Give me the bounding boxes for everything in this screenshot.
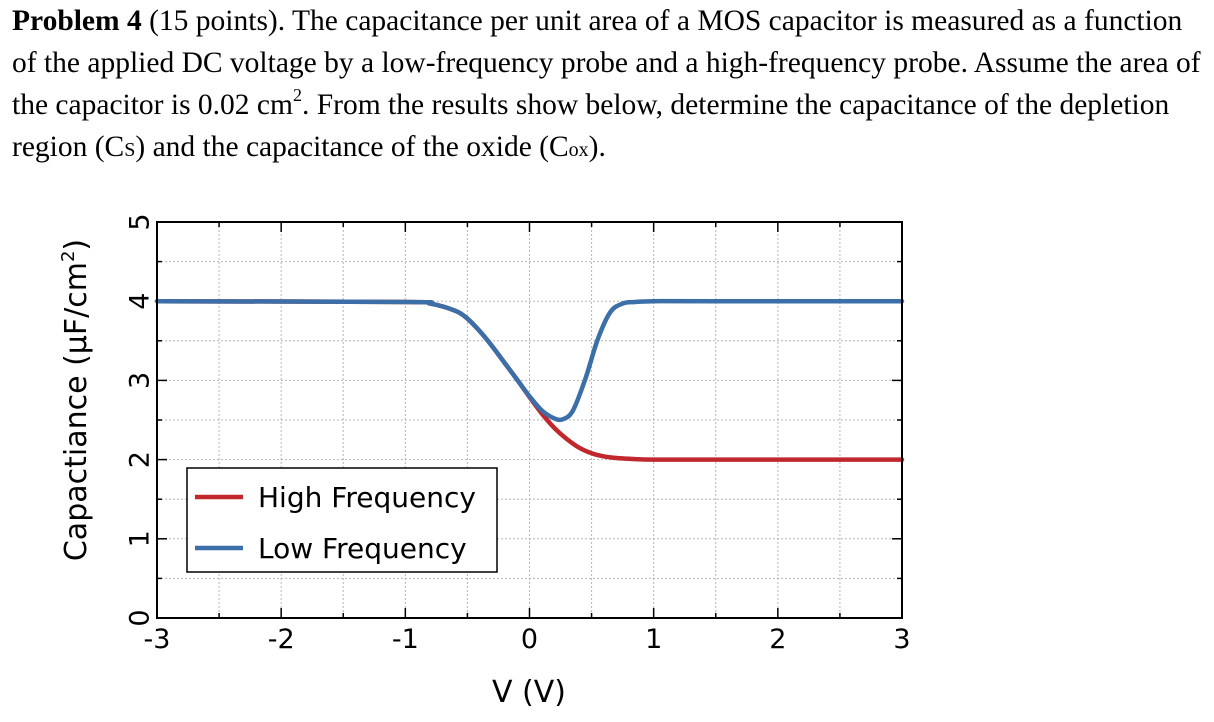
- y-tick-label: 1: [124, 530, 155, 547]
- y-axis-title-superscript: 2: [58, 251, 79, 262]
- area-unit-superscript: 2: [292, 85, 302, 105]
- y-tick-label: 0: [124, 609, 155, 626]
- problem-text-part4: ).: [588, 131, 606, 163]
- legend-box: [186, 467, 498, 573]
- series-lines: [154, 298, 905, 462]
- y-tick-label: 4: [124, 293, 155, 310]
- y-tick-label: 2: [124, 451, 155, 468]
- y-tick-label: 5: [124, 213, 155, 230]
- x-tick-label: -2: [268, 624, 295, 655]
- problem-text-part2: . From the results show below, determine…: [12, 89, 1170, 163]
- x-tick-label: 1: [645, 624, 662, 655]
- x-tick-label: 0: [521, 624, 538, 655]
- y-axis-title-main: Capactiance (μF/cm: [59, 262, 94, 561]
- problem-points: (15 points).: [149, 5, 286, 37]
- y-axis-title: Capactiance (μF/cm2): [58, 239, 94, 561]
- cs-subscript: S: [124, 139, 136, 161]
- y-tick-label: 3: [124, 372, 155, 389]
- legend-label-low-frequency: Low Frequency: [258, 532, 467, 565]
- legend: High Frequency Low Frequency: [186, 467, 498, 573]
- problem-text-part1: The capacitance per unit area of a MOS c…: [12, 5, 1201, 121]
- x-tick-label: 2: [769, 624, 786, 655]
- x-tick-label: -1: [392, 624, 419, 655]
- x-tick-labels: -3 -2 -1 0 1 2 3: [144, 624, 911, 655]
- problem-statement: Problem 4 (15 points). The capacitance p…: [12, 0, 1202, 171]
- x-tick-label: -3: [144, 624, 171, 655]
- y-axis-title-close: ): [59, 239, 94, 251]
- plot-frame: [156, 221, 903, 619]
- legend-label-high-frequency: High Frequency: [258, 481, 476, 514]
- problem-label: Problem 4: [12, 5, 142, 37]
- x-axis-title: V (V): [492, 675, 566, 710]
- cox-subscript: ox: [568, 139, 589, 161]
- y-tick-labels: 0 1 2 3 4 5: [124, 213, 155, 626]
- x-tick-label: 3: [893, 624, 910, 655]
- series-line-low-frequency: [154, 298, 905, 423]
- problem-text-part3: ) and the capacitance of the oxide (C: [135, 131, 569, 163]
